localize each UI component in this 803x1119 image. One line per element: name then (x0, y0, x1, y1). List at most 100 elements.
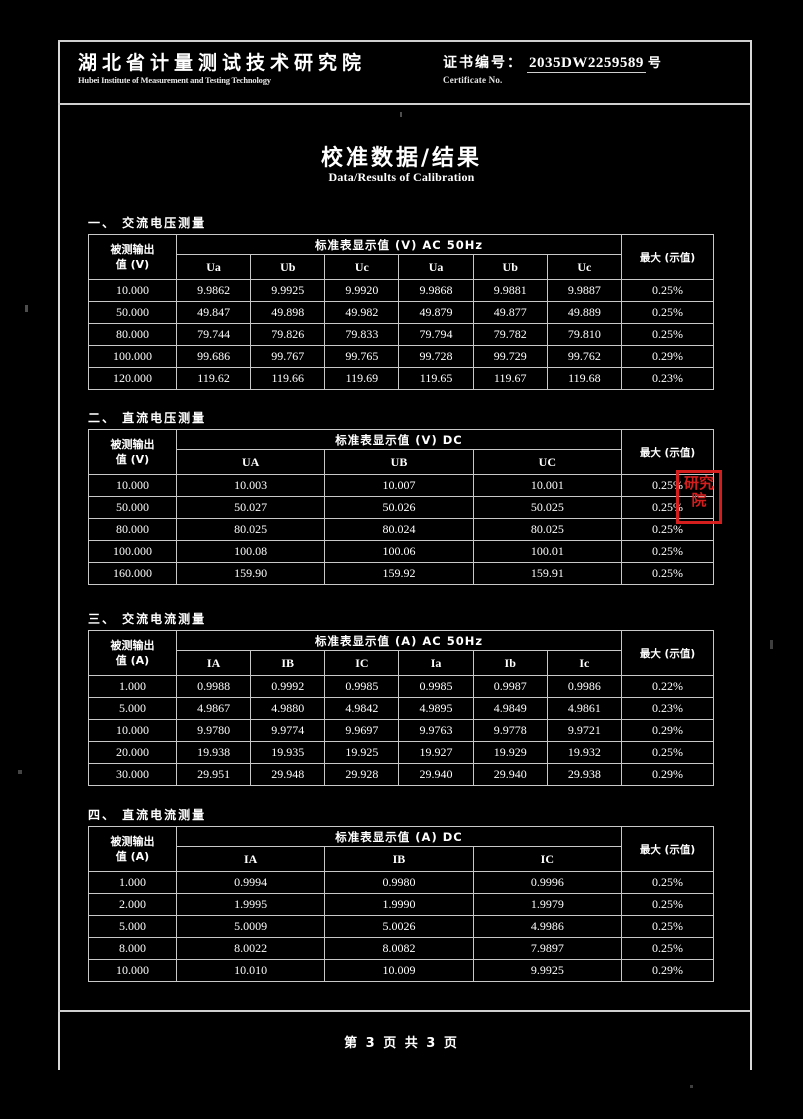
cell-reading: 9.9778 (472, 719, 548, 742)
cell-reading: 4.9986 (472, 915, 623, 938)
column-header-IC: IC (472, 846, 623, 872)
cell-reading: 50.025 (472, 496, 623, 519)
cell-reading: 4.9842 (324, 697, 400, 720)
cell-reading: 99.767 (250, 345, 326, 368)
table-row: 1.000 0.9988 0.9992 0.9985 0.9985 0.9987 0.998… (88, 675, 714, 698)
cell-output-value: 1.000 (88, 675, 177, 698)
column-header-max-error: 最大 (示值) (621, 630, 714, 676)
column-header-IB: IB (324, 846, 474, 872)
cell-output-value: 80.000 (88, 518, 177, 541)
cell-output-value: 20.000 (88, 741, 177, 764)
measurement-section: 一、 交流电压测量 被测输出值 (V) 标准表显示值 (V) AC 50Hz 最大 (… (88, 214, 714, 390)
stub-line-2: 值 (A) (115, 850, 150, 863)
cell-reading: 80.024 (324, 518, 474, 541)
cell-reading: 80.025 (175, 518, 326, 541)
column-group-header: 标准表显示值 (V) DC (176, 428, 622, 451)
cell-reading: 4.9880 (250, 697, 326, 720)
cell-reading: 10.003 (175, 474, 326, 497)
cell-output-value: 160.000 (88, 562, 177, 585)
cell-reading: 9.9925 (472, 959, 623, 982)
cell-reading: 10.010 (175, 959, 326, 982)
cell-reading: 79.782 (472, 323, 548, 346)
stub-line-1: 被测输出 (110, 438, 155, 451)
column-header-UA: UA (175, 449, 326, 475)
cell-reading: 9.9774 (250, 719, 326, 742)
measurement-section: 四、 直流电流测量 被测输出值 (A) 标准表显示值 (A) DC 最大 (示值) IA… (88, 806, 714, 982)
table-subheader-row: Ua Ub Uc Ua Ub Uc (89, 254, 714, 280)
cell-reading: 80.025 (472, 518, 623, 541)
scan-speck (25, 305, 28, 312)
section-title: 二、 直流电压测量 (88, 411, 207, 425)
cell-reading: 99.686 (175, 345, 252, 368)
cell-reading: 9.9925 (250, 279, 326, 302)
column-header-Ib: Ib (472, 650, 548, 676)
cell-reading: 19.932 (546, 741, 623, 764)
cell-reading: 1.9995 (175, 893, 326, 916)
cell-output-value: 5.000 (88, 915, 177, 938)
cell-reading: 0.9988 (175, 675, 252, 698)
cell-output-value: 100.000 (88, 345, 177, 368)
table-row: 1.000 0.9994 0.9980 0.9996 0.25% (88, 871, 714, 894)
cell-reading: 119.68 (546, 367, 623, 390)
column-header-Ub: Ub (472, 254, 548, 280)
table-row: 10.000 10.003 10.007 10.001 0.25% (88, 474, 714, 497)
cell-output-value: 8.000 (88, 937, 177, 960)
section-title: 三、 交流电流测量 (88, 612, 207, 626)
cell-reading: 0.9994 (175, 871, 326, 894)
scan-speck (690, 1085, 693, 1088)
table-subheader-row: UA UB UC (89, 449, 714, 475)
cell-reading: 100.01 (472, 540, 623, 563)
cell-reading: 119.69 (324, 367, 400, 390)
table-row: 30.000 29.951 29.948 29.928 29.940 29.940 29.9… (88, 763, 714, 786)
cell-max-error: 0.25% (621, 915, 714, 938)
column-header-output-value: 被测输出值 (V) (88, 234, 177, 280)
cell-max-error: 0.23% (621, 367, 714, 390)
cell-reading: 4.9867 (175, 697, 252, 720)
cell-reading: 100.08 (175, 540, 326, 563)
cell-reading: 10.007 (324, 474, 474, 497)
measurement-section: 三、 交流电流测量 被测输出值 (A) 标准表显示值 (A) AC 50Hz 最大 (… (88, 610, 714, 786)
table-row: 5.000 4.9867 4.9880 4.9842 4.9895 4.9849 4.986… (88, 697, 714, 720)
scan-speck (400, 112, 402, 117)
table-row: 50.000 49.847 49.898 49.982 49.879 49.877 49.8… (88, 301, 714, 324)
cell-reading: 99.762 (546, 345, 623, 368)
stub-line-2: 值 (V) (115, 453, 150, 466)
column-header-Uc: Uc (546, 254, 623, 280)
cell-output-value: 10.000 (88, 719, 177, 742)
cell-max-error: 0.25% (621, 323, 714, 346)
cell-max-error: 0.25% (621, 893, 714, 916)
scan-speck (770, 640, 773, 649)
measurement-table: 被测输出值 (A) 标准表显示值 (A) DC 最大 (示值) IA IB IC 1.000… (88, 825, 714, 982)
stub-line-2: 值 (V) (115, 258, 150, 271)
cell-max-error: 0.25% (621, 871, 714, 894)
institute-name-en: Hubei Institute of Measurement and Testi… (78, 75, 271, 85)
cell-reading: 9.9887 (546, 279, 623, 302)
cell-reading: 10.001 (472, 474, 623, 497)
section-title: 四、 直流电流测量 (88, 808, 207, 822)
cell-max-error: 0.25% (621, 937, 714, 960)
table-header-row: 被测输出值 (V) 标准表显示值 (V) DC 最大 (示值) (88, 428, 714, 475)
stub-line-1: 被测输出 (110, 835, 155, 848)
table-subheader-row: IA IB IC Ia Ib Ic (89, 650, 714, 676)
cell-reading: 99.728 (398, 345, 474, 368)
measurement-table: 被测输出值 (V) 标准表显示值 (V) DC 最大 (示值) UA UB UC 10.00… (88, 428, 714, 585)
cell-max-error: 0.25% (621, 518, 714, 541)
cell-reading: 49.847 (175, 301, 252, 324)
column-header-output-value: 被测输出值 (A) (88, 826, 177, 872)
certificate-number-value: 2035DW2259589 (527, 55, 646, 73)
cell-output-value: 10.000 (88, 474, 177, 497)
cell-max-error: 0.25% (621, 301, 714, 324)
cell-reading: 9.9862 (175, 279, 252, 302)
cell-max-error: 0.25% (621, 474, 714, 497)
measurement-table: 被测输出值 (V) 标准表显示值 (V) AC 50Hz 最大 (示值) Ua Ub Uc… (88, 233, 714, 390)
column-group-header: 标准表显示值 (V) AC 50Hz (176, 233, 622, 256)
cell-reading: 79.810 (546, 323, 623, 346)
cell-max-error: 0.29% (621, 959, 714, 982)
cell-reading: 119.67 (472, 367, 548, 390)
table-row: 100.000 100.08 100.06 100.01 0.25% (88, 540, 714, 563)
cell-reading: 0.9987 (472, 675, 548, 698)
cell-reading: 5.0026 (324, 915, 474, 938)
cell-reading: 49.982 (324, 301, 400, 324)
cell-reading: 19.935 (250, 741, 326, 764)
